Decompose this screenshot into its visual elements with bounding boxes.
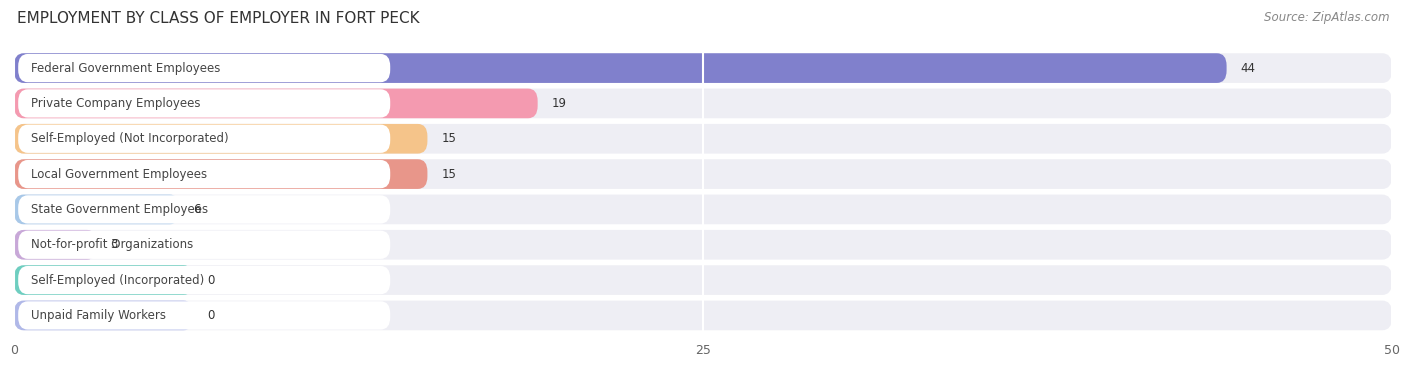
Text: Self-Employed (Not Incorporated): Self-Employed (Not Incorporated) (31, 132, 228, 145)
FancyBboxPatch shape (14, 53, 1392, 83)
Text: 15: 15 (441, 168, 456, 180)
FancyBboxPatch shape (18, 195, 391, 224)
FancyBboxPatch shape (14, 124, 427, 154)
FancyBboxPatch shape (14, 195, 1392, 224)
Text: Local Government Employees: Local Government Employees (31, 168, 207, 180)
Text: 6: 6 (193, 203, 201, 216)
FancyBboxPatch shape (14, 195, 180, 224)
Text: 44: 44 (1240, 62, 1256, 74)
FancyBboxPatch shape (18, 266, 391, 294)
FancyBboxPatch shape (18, 124, 391, 153)
Text: 0: 0 (207, 274, 214, 287)
FancyBboxPatch shape (14, 89, 1392, 118)
Text: EMPLOYMENT BY CLASS OF EMPLOYER IN FORT PECK: EMPLOYMENT BY CLASS OF EMPLOYER IN FORT … (17, 11, 419, 26)
FancyBboxPatch shape (14, 265, 1392, 295)
FancyBboxPatch shape (14, 159, 1392, 189)
Text: 15: 15 (441, 132, 456, 145)
Text: Unpaid Family Workers: Unpaid Family Workers (31, 309, 166, 322)
Text: State Government Employees: State Government Employees (31, 203, 208, 216)
Text: Source: ZipAtlas.com: Source: ZipAtlas.com (1264, 11, 1389, 24)
FancyBboxPatch shape (14, 230, 1392, 259)
FancyBboxPatch shape (18, 89, 391, 118)
FancyBboxPatch shape (14, 124, 1392, 154)
FancyBboxPatch shape (18, 160, 391, 188)
FancyBboxPatch shape (18, 301, 391, 330)
FancyBboxPatch shape (14, 89, 537, 118)
Text: Not-for-profit Organizations: Not-for-profit Organizations (31, 238, 193, 251)
FancyBboxPatch shape (14, 265, 193, 295)
FancyBboxPatch shape (14, 300, 1392, 330)
FancyBboxPatch shape (18, 230, 391, 259)
Text: Federal Government Employees: Federal Government Employees (31, 62, 219, 74)
FancyBboxPatch shape (14, 300, 193, 330)
FancyBboxPatch shape (18, 54, 391, 82)
Text: 19: 19 (551, 97, 567, 110)
FancyBboxPatch shape (14, 53, 1226, 83)
Text: Private Company Employees: Private Company Employees (31, 97, 200, 110)
FancyBboxPatch shape (14, 159, 427, 189)
Text: 0: 0 (207, 309, 214, 322)
FancyBboxPatch shape (14, 230, 97, 259)
Text: 3: 3 (111, 238, 118, 251)
Text: Self-Employed (Incorporated): Self-Employed (Incorporated) (31, 274, 204, 287)
